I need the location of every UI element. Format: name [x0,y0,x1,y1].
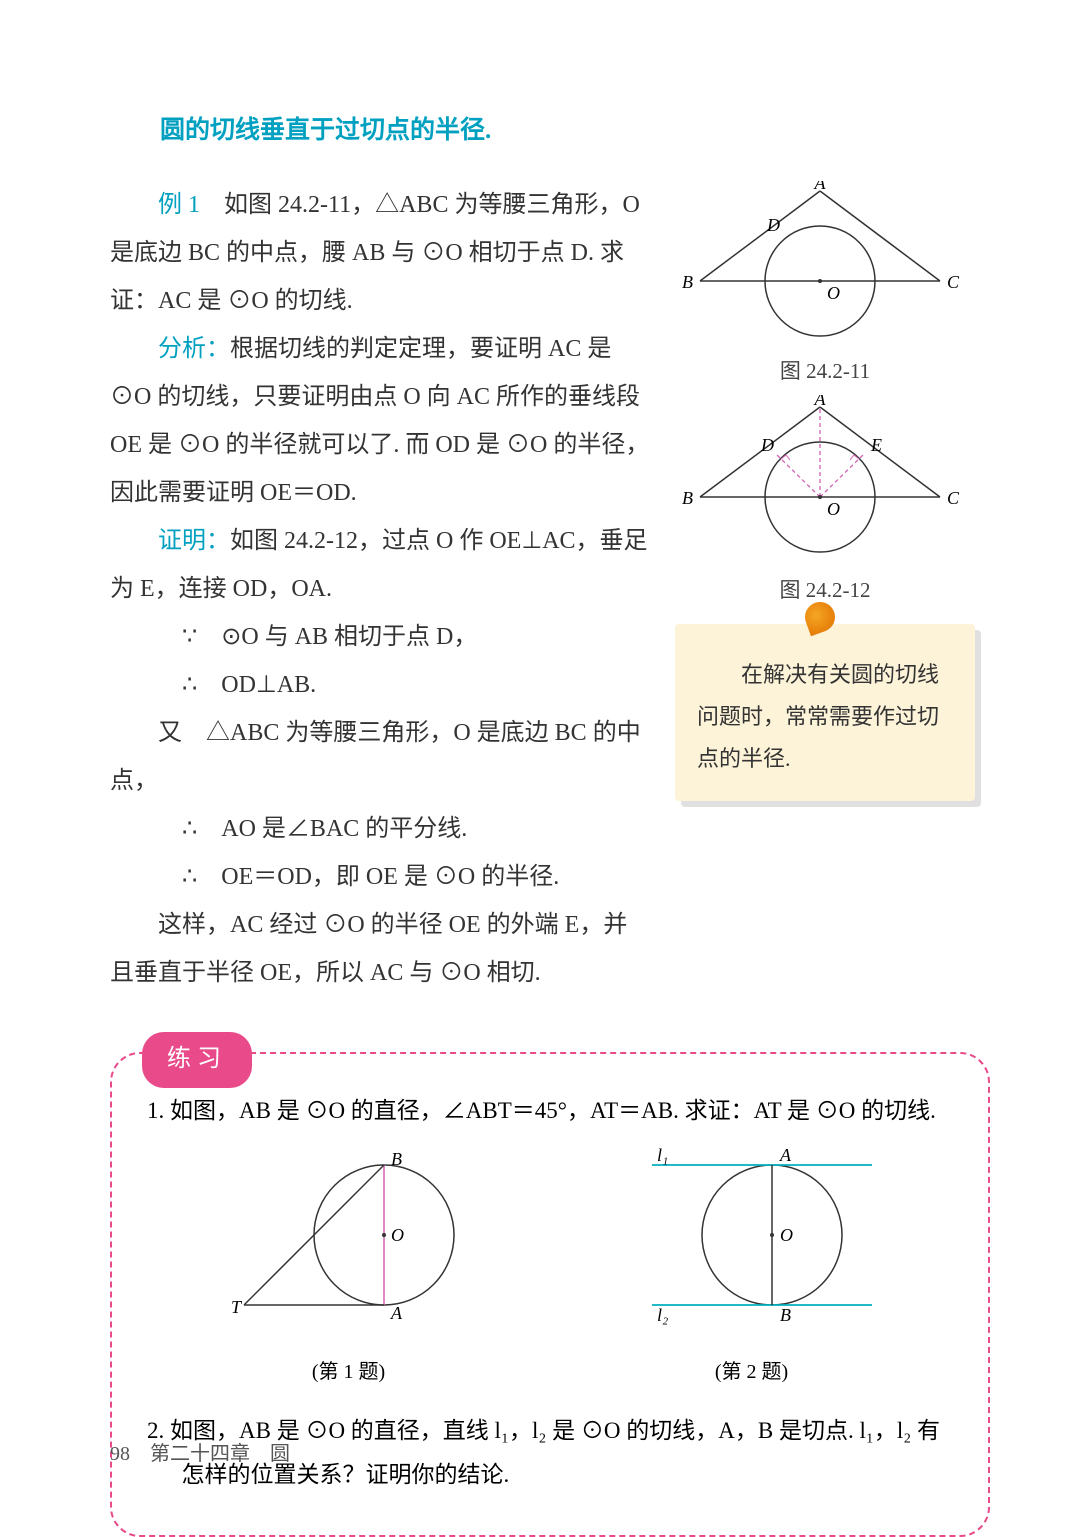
example-intro: 例 1 如图 24.2-11，△ABC 为等腰三角形，O 是底边 BC 的中点，… [110,181,650,325]
note-box: 在解决有关圆的切线问题时，常常需要作过切点的半径. [675,624,975,801]
figure-12: A B C D E O 图 24.2-12 [675,395,975,604]
example-label: 例 1 [158,192,200,218]
figure-12-svg: A B C D E O [675,395,965,565]
proof-step2b: ∴ AO 是∠BAC 的平分线. [110,805,650,853]
svg-text:A: A [390,1303,403,1323]
figure-11-svg: A B C D O [675,181,965,346]
svg-text:C: C [947,488,960,508]
proof-step1a: ∵ ⊙O 与 AB 相切于点 D， [110,613,650,661]
svg-text:B: B [682,272,693,292]
left-column: 例 1 如图 24.2-11，△ABC 为等腰三角形，O 是底边 BC 的中点，… [110,181,650,997]
analysis-label: 分析： [158,336,230,362]
svg-text:A: A [779,1145,792,1165]
proof-step3: ∴ OE＝OD，即 OE 是 ⊙O 的半径. [110,853,650,901]
svg-text:A: A [814,395,827,409]
svg-text:T: T [231,1297,243,1317]
analysis: 分析：根据切线的判定定理，要证明 AC 是 ⊙O 的切线，只要证明由点 O 向 … [110,325,650,517]
figure-11: A B C D O 图 24.2-11 [675,181,975,385]
svg-text:O: O [827,499,840,519]
proof-conclusion: 这样，AC 经过 ⊙O 的半径 OE 的外端 E，并且垂直于半径 OE，所以 A… [110,901,650,997]
exercise-fig1-caption: (第 1 题) [219,1353,479,1391]
figure-11-caption: 图 24.2-11 [675,355,975,385]
svg-text:E: E [870,435,882,455]
right-column: A B C D O 图 24.2-11 [675,181,975,997]
proof-label: 证明： [158,528,230,554]
svg-text:O: O [827,283,840,303]
figure-12-caption: 图 24.2-12 [675,574,975,604]
proof-step2: 又 △ABC 为等腰三角形，O 是底边 BC 的中点， [110,709,650,805]
svg-text:B: B [391,1149,402,1169]
page-footer: 98 第二十四章 圆 [110,1437,290,1466]
exercise-fig2-svg: l₁ l₂ A B O [622,1145,882,1335]
exercise-badge: 练习 [142,1032,252,1088]
exercise-fig1-svg: B A T O [219,1145,479,1335]
svg-text:O: O [391,1225,404,1245]
exercise-fig2: l₁ l₂ A B O (第 2 题) [622,1145,882,1392]
proof-step1b: ∴ OD⊥AB. [110,661,650,709]
svg-text:D: D [760,435,774,455]
exercise-fig2-caption: (第 2 题) [622,1353,882,1391]
svg-text:l₂: l₂ [657,1305,668,1325]
svg-text:l₁: l₁ [657,1145,668,1165]
svg-text:O: O [780,1225,793,1245]
exercise-q1: 1. 如图，AB 是 ⊙O 的直径，∠ABT＝45°，AT＝AB. 求证：AT … [147,1089,953,1133]
theorem-text: 圆的切线垂直于过切点的半径. [110,110,990,146]
svg-text:B: B [780,1305,791,1325]
proof-line1: 证明：如图 24.2-12，过点 O 作 OE⊥AC，垂足为 E，连接 OD，O… [110,517,650,613]
svg-text:C: C [947,272,960,292]
exercise-figures: B A T O (第 1 题) l₁ l₂ A B O (第 2 题) [147,1145,953,1392]
chapter-name: 第二十四章 圆 [150,1443,290,1465]
content-row: 例 1 如图 24.2-11，△ABC 为等腰三角形，O 是底边 BC 的中点，… [110,181,990,997]
page-number: 98 [110,1443,130,1465]
svg-text:A: A [814,181,827,193]
svg-text:D: D [766,215,780,235]
exercise-fig1: B A T O (第 1 题) [219,1145,479,1392]
svg-text:B: B [682,488,693,508]
